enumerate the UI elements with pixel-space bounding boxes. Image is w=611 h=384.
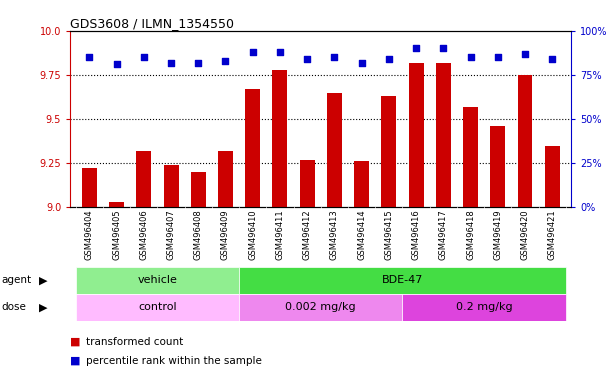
- Point: [275, 49, 285, 55]
- Text: percentile rank within the sample: percentile rank within the sample: [86, 356, 262, 366]
- Point: [547, 56, 557, 62]
- Text: GSM496411: GSM496411: [276, 209, 285, 260]
- Bar: [164, 165, 178, 207]
- Point: [139, 54, 148, 60]
- Text: GSM496407: GSM496407: [167, 209, 175, 260]
- Text: dose: dose: [1, 302, 26, 312]
- Point: [221, 58, 230, 64]
- Text: ■: ■: [70, 337, 81, 347]
- Bar: [191, 172, 206, 207]
- Text: GSM496416: GSM496416: [412, 209, 420, 260]
- Bar: [76, 267, 239, 294]
- Bar: [273, 70, 287, 207]
- Text: GSM496420: GSM496420: [521, 209, 530, 260]
- Bar: [245, 89, 260, 207]
- Bar: [136, 151, 152, 207]
- Bar: [545, 146, 560, 207]
- Bar: [218, 151, 233, 207]
- Point: [84, 54, 94, 60]
- Bar: [299, 160, 315, 207]
- Point: [466, 54, 475, 60]
- Bar: [327, 93, 342, 207]
- Point: [493, 54, 503, 60]
- Text: GSM496409: GSM496409: [221, 209, 230, 260]
- Bar: [490, 126, 505, 207]
- Text: GSM496413: GSM496413: [330, 209, 339, 260]
- Text: GSM496419: GSM496419: [493, 209, 502, 260]
- Bar: [76, 294, 239, 321]
- Bar: [354, 161, 369, 207]
- Text: agent: agent: [1, 275, 31, 285]
- Point: [411, 45, 421, 51]
- Bar: [239, 267, 566, 294]
- Bar: [436, 63, 451, 207]
- Text: ▶: ▶: [38, 302, 47, 312]
- Text: ▶: ▶: [38, 275, 47, 285]
- Text: GDS3608 / ILMN_1354550: GDS3608 / ILMN_1354550: [70, 17, 234, 30]
- Point: [439, 45, 448, 51]
- Text: GSM496410: GSM496410: [248, 209, 257, 260]
- Text: GSM496412: GSM496412: [302, 209, 312, 260]
- Point: [329, 54, 339, 60]
- Text: GSM496406: GSM496406: [139, 209, 148, 260]
- Bar: [239, 294, 403, 321]
- Text: GSM496417: GSM496417: [439, 209, 448, 260]
- Text: GSM496408: GSM496408: [194, 209, 203, 260]
- Bar: [82, 169, 97, 207]
- Point: [193, 60, 203, 66]
- Text: GSM496405: GSM496405: [112, 209, 121, 260]
- Text: GSM496418: GSM496418: [466, 209, 475, 260]
- Bar: [109, 202, 124, 207]
- Bar: [518, 75, 532, 207]
- Point: [248, 49, 258, 55]
- Point: [302, 56, 312, 62]
- Bar: [463, 107, 478, 207]
- Text: GSM496404: GSM496404: [85, 209, 94, 260]
- Text: control: control: [138, 302, 177, 312]
- Point: [112, 61, 122, 67]
- Point: [166, 60, 176, 66]
- Point: [357, 60, 367, 66]
- Text: 0.002 mg/kg: 0.002 mg/kg: [285, 302, 356, 312]
- Bar: [403, 294, 566, 321]
- Point: [520, 51, 530, 57]
- Text: ■: ■: [70, 356, 81, 366]
- Bar: [409, 63, 423, 207]
- Bar: [381, 96, 397, 207]
- Text: 0.2 mg/kg: 0.2 mg/kg: [456, 302, 513, 312]
- Text: GSM496414: GSM496414: [357, 209, 366, 260]
- Text: BDE-47: BDE-47: [382, 275, 423, 285]
- Text: vehicle: vehicle: [137, 275, 177, 285]
- Text: GSM496415: GSM496415: [384, 209, 393, 260]
- Text: GSM496421: GSM496421: [547, 209, 557, 260]
- Point: [384, 56, 393, 62]
- Text: transformed count: transformed count: [86, 337, 183, 347]
